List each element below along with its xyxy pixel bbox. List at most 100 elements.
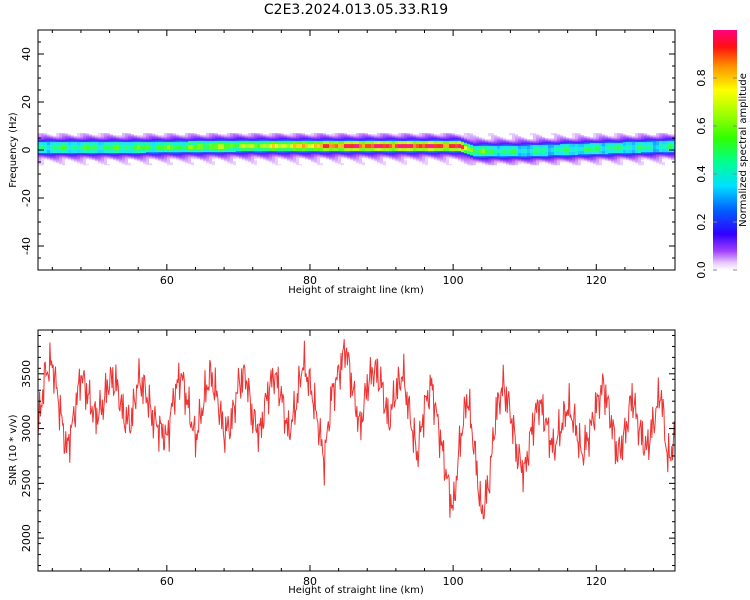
heatmap-cell <box>155 147 158 149</box>
heatmap-cell <box>293 136 296 138</box>
heatmap-cell <box>275 147 278 149</box>
heatmap-cell <box>56 149 59 151</box>
heatmap-cell <box>425 141 428 143</box>
heatmap-cell <box>233 137 236 139</box>
heatmap-cell <box>317 163 320 165</box>
heatmap-cell <box>440 157 443 159</box>
heatmap-cell <box>542 138 545 140</box>
heatmap-cell <box>362 135 365 137</box>
heatmap-cell <box>386 144 389 146</box>
heatmap-cell <box>344 136 347 138</box>
heatmap-cell <box>227 151 230 153</box>
heatmap-cell <box>107 154 110 156</box>
heatmap-cell <box>503 157 506 159</box>
heatmap-cell <box>443 138 446 140</box>
heatmap-cell <box>533 148 536 150</box>
heatmap-cell <box>287 145 290 147</box>
heatmap-cell <box>431 138 434 140</box>
heatmap-cell <box>362 153 365 155</box>
heatmap-cell <box>353 150 356 152</box>
heatmap-cell <box>254 134 257 136</box>
heatmap-cell <box>128 163 131 165</box>
heatmap-cell <box>176 151 179 153</box>
heatmap-cell <box>533 154 536 156</box>
heatmap-cell <box>551 157 554 159</box>
heatmap-cell <box>41 146 44 148</box>
heatmap-cell <box>41 159 44 161</box>
heatmap-cell <box>185 156 188 158</box>
heatmap-cell <box>59 153 62 155</box>
heatmap-cell <box>329 157 332 159</box>
heatmap-cell <box>65 155 68 157</box>
heatmap-cell <box>539 137 542 139</box>
heatmap-cell <box>503 144 506 146</box>
heatmap-cell <box>179 140 182 142</box>
heatmap-cell <box>155 146 158 148</box>
heatmap-cell <box>281 157 284 159</box>
heatmap-cell <box>86 147 89 149</box>
heatmap-cell <box>395 150 398 152</box>
heatmap-cell <box>224 152 227 154</box>
heatmap-cell <box>107 134 110 136</box>
heatmap-cell <box>506 159 509 161</box>
heatmap-cell <box>272 158 275 160</box>
heatmap-cell <box>281 139 284 141</box>
heatmap-cell <box>242 142 245 144</box>
heatmap-cell <box>419 140 422 142</box>
heatmap-cell <box>467 151 470 153</box>
heatmap-cell <box>563 145 566 147</box>
heatmap-cell <box>380 144 383 146</box>
heatmap-cell <box>227 153 230 155</box>
heatmap-cell <box>335 158 338 160</box>
heatmap-cell <box>560 138 563 140</box>
heatmap-cell <box>134 149 137 151</box>
heatmap-cell <box>398 151 401 153</box>
heatmap-cell <box>140 150 143 152</box>
heatmap-cell <box>431 139 434 141</box>
heatmap-cell <box>386 146 389 148</box>
heatmap-cell <box>452 133 455 135</box>
heatmap-cell <box>170 150 173 152</box>
heatmap-cell <box>497 161 500 163</box>
heatmap-cell <box>443 152 446 154</box>
heatmap-cell <box>554 142 557 144</box>
heatmap-cell <box>320 152 323 154</box>
heatmap-cell <box>119 143 122 145</box>
heatmap-cell <box>110 157 113 159</box>
heatmap-cell <box>182 146 185 148</box>
heatmap-cell <box>512 152 515 154</box>
heatmap-cell <box>338 154 341 156</box>
heatmap-cell <box>506 161 509 163</box>
heatmap-cell <box>299 141 302 143</box>
heatmap-cell <box>377 147 380 149</box>
heatmap-cell <box>476 140 479 142</box>
heatmap-cell <box>296 141 299 143</box>
heatmap-cell <box>503 139 506 141</box>
heatmap-cell <box>563 161 566 163</box>
heatmap-cell <box>464 156 467 158</box>
heatmap-cell <box>104 149 107 151</box>
heatmap-cell <box>254 141 257 143</box>
heatmap-cell <box>269 137 272 139</box>
heatmap-cell <box>164 159 167 161</box>
heatmap-cell <box>323 157 326 159</box>
heatmap-cell <box>404 164 407 166</box>
heatmap-cell <box>218 151 221 153</box>
heatmap-cell <box>53 142 56 144</box>
heatmap-cell <box>485 157 488 159</box>
heatmap-cell <box>284 141 287 143</box>
heatmap-cell <box>173 138 176 140</box>
heatmap-cell <box>425 142 428 144</box>
heatmap-cell <box>452 149 455 151</box>
heatmap-cell <box>251 142 254 144</box>
heatmap-cell <box>215 154 218 156</box>
heatmap-cell <box>506 158 509 160</box>
heatmap-cell <box>167 164 170 166</box>
heatmap-cell <box>527 150 530 152</box>
heatmap-cell <box>179 136 182 138</box>
heatmap-cell <box>566 144 569 146</box>
heatmap-cell <box>41 141 44 143</box>
heatmap-cell <box>65 144 68 146</box>
heatmap-cell <box>146 145 149 147</box>
heatmap-cell <box>458 155 461 157</box>
